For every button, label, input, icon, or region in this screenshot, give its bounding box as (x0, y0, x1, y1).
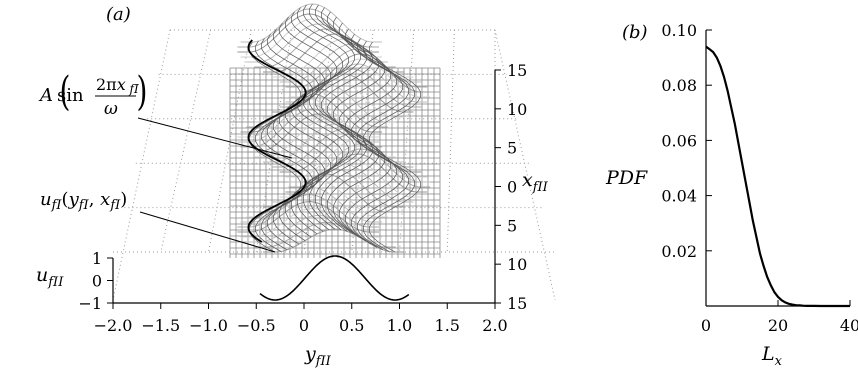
annotation-leader-2 (139, 211, 276, 253)
surface-column (321, 7, 373, 232)
floor-grid (124, 29, 543, 253)
x-tick-label: 0.5 (339, 316, 364, 335)
pdf-x-label: Lx (761, 343, 783, 369)
z-tick-label: 1 (92, 249, 102, 268)
svg-text:sin: sin (57, 85, 84, 106)
depth-tick-label: 10 (507, 255, 527, 274)
pdf-y-label: PDF (605, 167, 648, 189)
svg-text:(: ( (60, 69, 71, 115)
x-tick-label: −1.5 (141, 316, 180, 335)
surface-column (357, 38, 409, 251)
x-axis-ticks: −2.0 −1.5 −1.0 −0.5 0 0.5 1.0 1.5 2.0 (94, 303, 508, 335)
surface-column (291, 11, 343, 235)
depth-tick-label: 0 (507, 178, 517, 197)
surface-column (267, 34, 319, 248)
depth-tick-label: 5 (507, 216, 517, 235)
x-tick-label: 1.5 (435, 316, 460, 335)
pdf-y-tick-label: 0.08 (661, 76, 697, 95)
pdf-y-tick-label: 0.02 (661, 242, 697, 261)
depth-axis-ticks: 15 10 5 0 5 10 15 (495, 61, 527, 313)
floor-grid-line (255, 29, 293, 253)
z-axis-label: ufII (36, 264, 64, 290)
surface-column (261, 38, 313, 251)
surface-row (254, 221, 396, 248)
surface-row (237, 194, 379, 228)
pdf-x-tick-label: 20 (768, 316, 788, 335)
pdf-y-tick-label: 0.04 (661, 187, 697, 206)
surface-column (345, 28, 397, 245)
surface-column (273, 28, 325, 245)
pdf-y-tick-label: 0.10 (661, 21, 697, 40)
surface-row (240, 207, 383, 238)
pdf-y-tick-label: 0.06 (661, 131, 697, 150)
panel-a-label: (a) (106, 4, 131, 25)
surface-row (240, 3, 383, 43)
surface-row (246, 214, 388, 243)
z-tick-label: 0 (92, 272, 102, 291)
surface-column (333, 16, 385, 238)
pdf-x-tick-label: 40 (840, 316, 858, 335)
pdf-x-ticks: 0 20 40 (701, 300, 858, 335)
depth-tick-label: 5 (507, 139, 517, 158)
annotation-sine: A sin ( 2πx fI ω ) (38, 69, 147, 119)
svg-text:): ) (137, 69, 148, 115)
pdf-curve (705, 45, 850, 308)
surface-column (285, 16, 337, 238)
svg-text:ω: ω (104, 99, 118, 119)
surface-row (285, 48, 428, 88)
floor-grid-line (399, 29, 415, 253)
depth-tick-label: 10 (507, 100, 527, 119)
depth-axis-label: xfII (522, 169, 549, 195)
floor-grid-line (208, 29, 252, 253)
svg-text:2πx fI: 2πx fI (96, 75, 139, 96)
panel-b-label: (b) (622, 22, 648, 43)
x-tick-label: 1.0 (387, 316, 412, 335)
surface-bounding-box (112, 29, 556, 302)
surface-row (237, 201, 379, 233)
surface-column (369, 41, 421, 253)
surface-column (303, 4, 355, 231)
sine-side-curve (247, 39, 307, 243)
x-tick-label: 0 (299, 316, 309, 335)
pdf-y-ticks: 0.10 0.08 0.06 0.04 0.02 (661, 21, 712, 261)
panel-a: (a) A sin ( 2πx fI ω ) ufI(yfI, (36, 3, 556, 369)
svg-text:A: A (38, 85, 53, 106)
surface-row (240, 108, 383, 148)
depth-tick-label: 15 (507, 61, 527, 80)
surface-column (327, 11, 379, 235)
annotation-leader-1 (137, 117, 293, 159)
front-profile-curve (259, 255, 410, 301)
depth-tick-label: 15 (507, 294, 527, 313)
surface-column (297, 7, 349, 232)
x-tick-label: −2.0 (94, 316, 133, 335)
surface-row (285, 138, 428, 178)
floor-grid-line (446, 29, 455, 253)
z-axis-ticks: 1 0 −1 (78, 249, 113, 313)
surface-row (240, 18, 383, 58)
x-tick-label: −1.0 (189, 316, 228, 335)
x-axis-label: yfII (304, 343, 332, 369)
surface-column (363, 40, 415, 252)
z-tick-label: −1 (78, 294, 102, 313)
floor-grid-line (160, 29, 212, 253)
panel-b: (b) 0.10 0.08 0.06 0.04 0.02 0 20 40 PDF Lx (605, 21, 858, 369)
x-tick-label: 2.0 (482, 316, 507, 335)
surface-column (249, 41, 301, 253)
x-tick-label: −0.5 (237, 316, 276, 335)
pdf-x-tick-label: 0 (701, 316, 711, 335)
annotation-profile: ufI(yfI, xfI) (40, 189, 127, 213)
